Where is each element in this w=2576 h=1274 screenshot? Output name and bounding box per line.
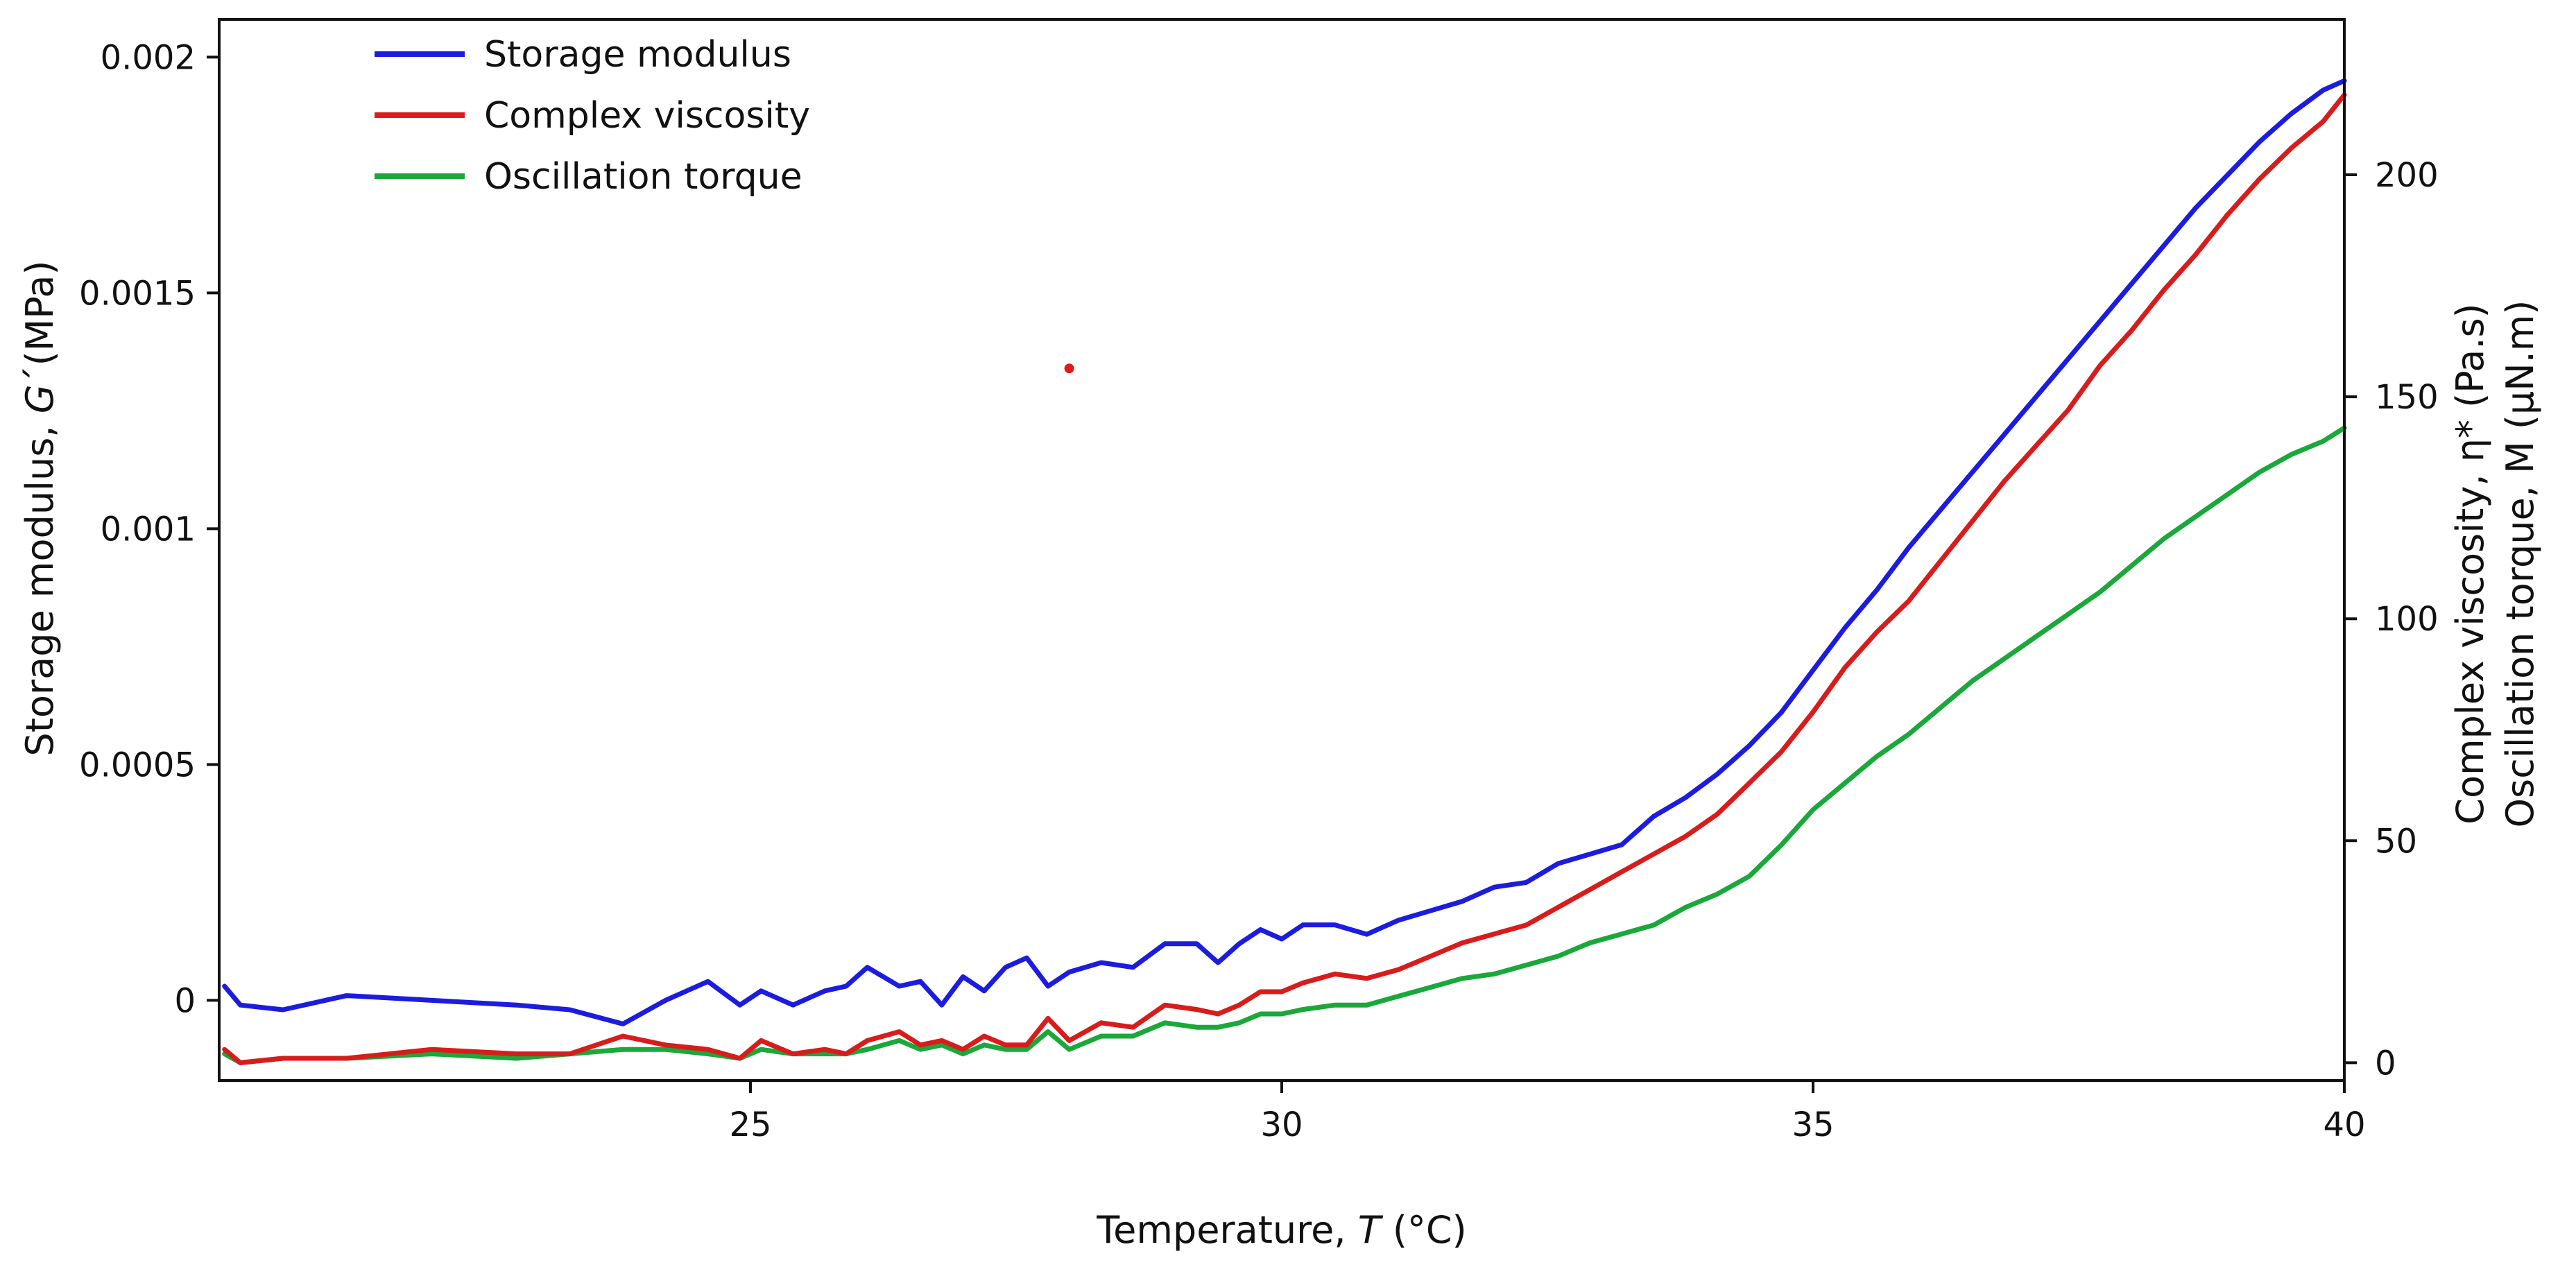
y-right-tick-label: 150 <box>2375 378 2439 417</box>
y-left-axis-title-prefix: Storage modulus, <box>18 413 62 756</box>
legend: Storage modulus Complex viscosity Oscillat… <box>375 34 810 198</box>
x-axis-title-prefix: Temperature, <box>1096 1208 1357 1252</box>
legend-label-complex-viscosity: Complex viscosity <box>484 95 810 137</box>
y-left-tick-label: 0.0005 <box>79 746 196 784</box>
y-right-axis-ticks: 0 50 100 150 200 <box>2344 156 2439 1083</box>
y-left-axis-title: Storage modulus, G´(MPa) <box>18 260 62 756</box>
y-left-tick-label: 0.001 <box>101 510 196 549</box>
y-left-tick-label: 0.002 <box>101 38 196 77</box>
y-right-tick-label: 0 <box>2375 1044 2396 1083</box>
series-line-storage-modulus <box>222 78 2347 1026</box>
y-right-axis-title-viscosity: Complex viscosity, η* (Pa.s) <box>2448 303 2492 825</box>
series-layer <box>222 78 2347 1065</box>
y-right-tick-label: 200 <box>2375 156 2439 195</box>
x-tick-label: 30 <box>1260 1105 1303 1144</box>
x-axis-title: Temperature, T (°C) <box>1096 1208 1466 1252</box>
x-axis-title-symbol: T <box>1358 1208 1384 1252</box>
y-right-tick-label: 50 <box>2375 822 2417 861</box>
x-tick-label: 40 <box>2323 1105 2365 1144</box>
annotation-point <box>1064 363 1074 374</box>
series-line-complex-viscosity <box>222 92 2347 1065</box>
y-left-tick-label: 0.0015 <box>79 274 196 313</box>
annotation-layer <box>1064 363 1074 374</box>
y-left-tick-label: 0 <box>174 981 196 1020</box>
y-right-tick-label: 100 <box>2375 600 2439 639</box>
y-left-axis-title-unit: ´(MPa) <box>18 260 62 384</box>
y-left-axis-ticks: 0 0.0005 0.001 0.0015 0.002 <box>79 38 219 1020</box>
x-tick-label: 25 <box>729 1105 771 1144</box>
series-line-oscillation-torque <box>222 425 2347 1065</box>
x-axis-ticks: 25 30 35 40 <box>729 1081 2366 1144</box>
y-left-axis-title-symbol: G <box>18 384 62 413</box>
x-tick-label: 35 <box>1792 1105 1834 1144</box>
x-axis-title-unit: (°C) <box>1381 1208 1467 1252</box>
legend-label-storage-modulus: Storage modulus <box>484 34 791 76</box>
legend-label-oscillation-torque: Oscillation torque <box>484 156 802 198</box>
y-right-axis-title-torque: Oscillation torque, M (µN.m) <box>2498 300 2542 828</box>
